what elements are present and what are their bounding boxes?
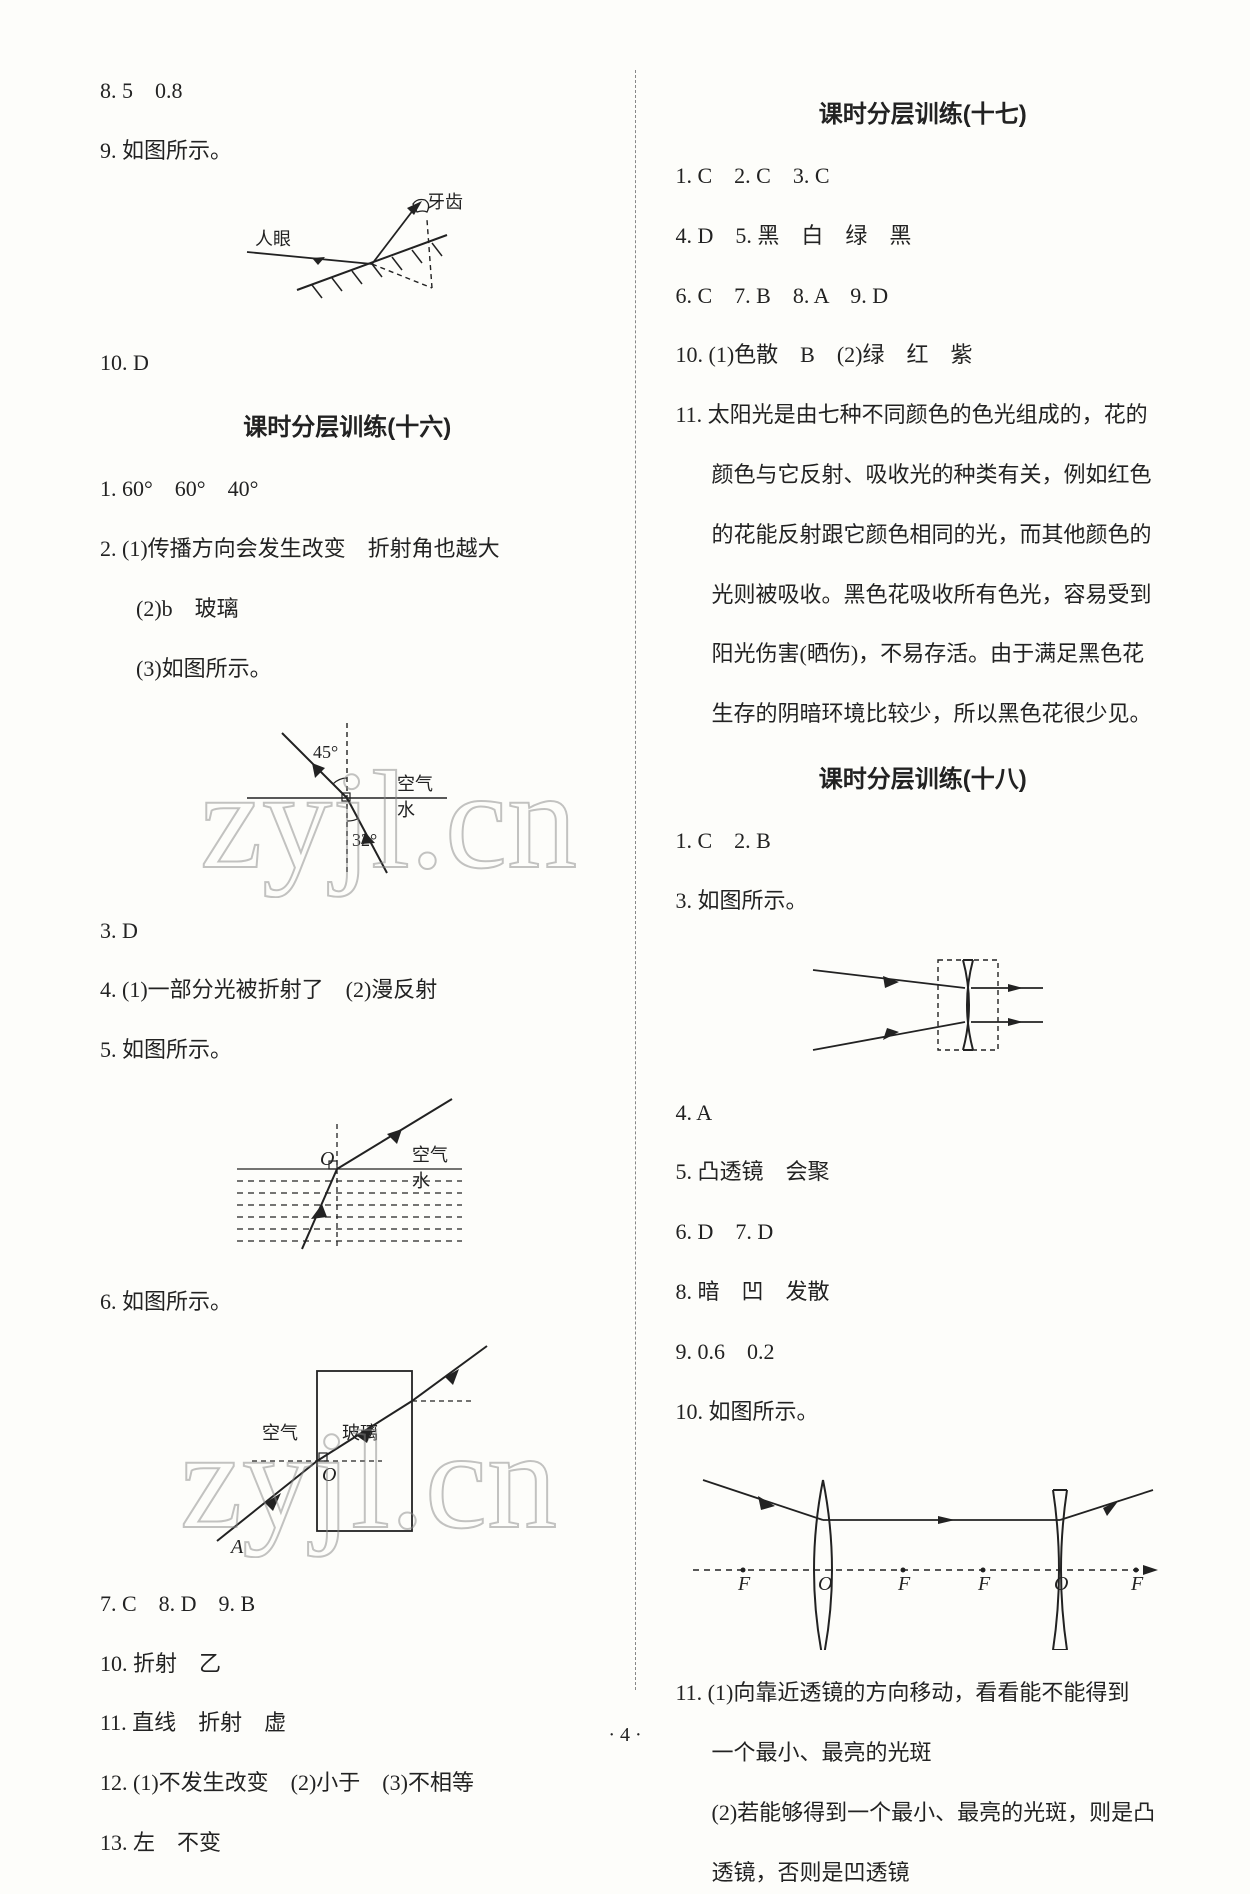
fig-concave-lens <box>676 940 1171 1070</box>
s16-q5: 5. 如图所示。 <box>100 1029 595 1071</box>
s18-q8: 8. 暗 凹 发散 <box>676 1271 1171 1313</box>
svg-text:A: A <box>229 1536 244 1558</box>
s18-q3: 3. 如图所示。 <box>676 880 1171 922</box>
s16-q13: 13. 左 不变 <box>100 1822 595 1864</box>
q8: 8. 5 0.8 <box>100 70 595 112</box>
s17-q11e: 阳光伤害(晒伤)，不易存活。由于满足黑色花 <box>676 633 1171 675</box>
s16-q4: 4. (1)一部分光被折射了 (2)漫反射 <box>100 969 595 1011</box>
s16-q3: 3. D <box>100 910 595 952</box>
left-column: 8. 5 0.8 9. 如图所示。 <box>100 70 595 1710</box>
svg-text:水: 水 <box>412 1171 430 1191</box>
s16-q7: 7. C 8. D 9. B <box>100 1583 595 1625</box>
svg-text:水: 水 <box>397 800 415 820</box>
page-footer: · 4 · <box>0 1724 1250 1747</box>
svg-text:O: O <box>320 1148 334 1170</box>
fig-two-lenses: F O F F O F <box>676 1450 1171 1650</box>
svg-text:F: F <box>1130 1573 1144 1595</box>
s16-q2c: (3)如图所示。 <box>100 648 595 690</box>
s18-q1: 1. C 2. B <box>676 820 1171 862</box>
svg-text:45°: 45° <box>313 742 338 762</box>
svg-text:空气: 空气 <box>412 1145 448 1165</box>
s17-q11a: 11. 太阳光是由七种不同颜色的色光组成的，花的 <box>676 394 1171 436</box>
svg-text:32°: 32° <box>352 830 377 850</box>
s17-q10: 10. (1)色散 B (2)绿 红 紫 <box>676 334 1171 376</box>
fig-refraction-45: 45° 32° 空气 水 <box>100 708 595 888</box>
s18-q6: 6. D 7. D <box>676 1211 1171 1253</box>
s18-q11c: (2)若能够得到一个最小、最亮的光斑，则是凸 <box>676 1792 1171 1834</box>
q10: 10. D <box>100 342 595 384</box>
svg-text:O: O <box>1054 1573 1068 1595</box>
s16-q12: 12. (1)不发生改变 (2)小于 (3)不相等 <box>100 1762 595 1804</box>
svg-text:F: F <box>977 1573 991 1595</box>
s18-q11a: 11. (1)向靠近透镜的方向移动，看看能不能得到 <box>676 1672 1171 1714</box>
s18-q4: 4. A <box>676 1092 1171 1134</box>
section-18-title: 课时分层训练(十八) <box>676 759 1171 794</box>
svg-text:F: F <box>897 1573 911 1595</box>
svg-text:玻璃: 玻璃 <box>342 1423 378 1443</box>
s16-q2b: (2)b 玻璃 <box>100 588 595 630</box>
s16-q6: 6. 如图所示。 <box>100 1281 595 1323</box>
q9: 9. 如图所示。 <box>100 130 595 172</box>
s16-q1: 1. 60° 60° 40° <box>100 468 595 510</box>
s18-q10: 10. 如图所示。 <box>676 1391 1171 1433</box>
svg-text:O: O <box>322 1464 336 1486</box>
svg-text:O: O <box>818 1573 832 1595</box>
s17-q11d: 光则被吸收。黑色花吸收所有色光，容易受到 <box>676 574 1171 616</box>
s16-q10: 10. 折射 乙 <box>100 1643 595 1685</box>
svg-text:空气: 空气 <box>262 1423 298 1443</box>
s17-q11b: 颜色与它反射、吸收光的种类有关，例如红色 <box>676 454 1171 496</box>
s18-q5: 5. 凸透镜 会聚 <box>676 1151 1171 1193</box>
s18-q11d: 透镜，否则是凹透镜 <box>676 1852 1171 1894</box>
s17-q11f: 生存的阴暗环境比较少，所以黑色花很少见。 <box>676 693 1171 735</box>
s17-q6: 6. C 7. B 8. A 9. D <box>676 275 1171 317</box>
right-column: 课时分层训练(十七) 1. C 2. C 3. C 4. D 5. 黑 白 绿 … <box>676 70 1171 1710</box>
fig-glass-block: 空气 玻璃 O A <box>100 1341 595 1561</box>
s17-q4: 4. D 5. 黑 白 绿 黑 <box>676 215 1171 257</box>
svg-text:人眼: 人眼 <box>255 229 291 249</box>
s17-q1: 1. C 2. C 3. C <box>676 155 1171 197</box>
s17-q11c: 的花能反射跟它颜色相同的光，而其他颜色的 <box>676 514 1171 556</box>
column-divider <box>635 70 636 1690</box>
svg-text:牙齿: 牙齿 <box>427 192 463 212</box>
s18-q9: 9. 0.6 0.2 <box>676 1331 1171 1373</box>
section-17-title: 课时分层训练(十七) <box>676 94 1171 129</box>
svg-text:F: F <box>737 1573 751 1595</box>
fig-water-refraction: O 空气 水 <box>100 1089 595 1259</box>
s16-q2: 2. (1)传播方向会发生改变 折射角也越大 <box>100 528 595 570</box>
fig-mirror-tooth: 人眼 牙齿 <box>100 190 595 320</box>
svg-text:空气: 空气 <box>397 774 433 794</box>
section-16-title: 课时分层训练(十六) <box>100 407 595 442</box>
